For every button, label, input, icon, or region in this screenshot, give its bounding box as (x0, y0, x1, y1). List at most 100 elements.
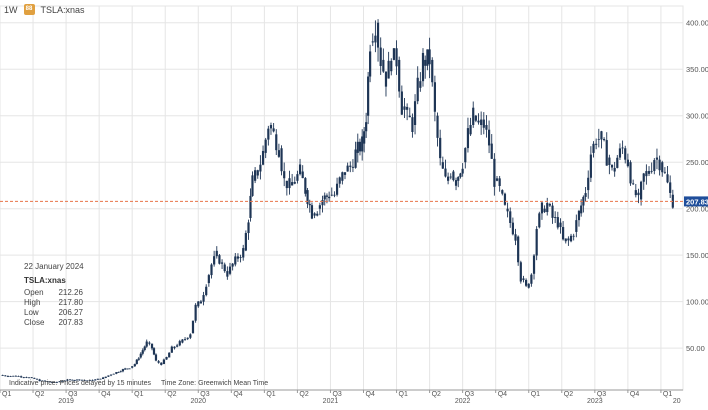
candle-body[interactable] (165, 356, 168, 360)
candle-body[interactable] (298, 164, 302, 175)
candle-body[interactable] (94, 379, 97, 381)
candle-body[interactable] (490, 143, 493, 159)
candle-body[interactable] (1, 375, 4, 376)
candle-body[interactable] (587, 177, 590, 191)
candle-body[interactable] (30, 377, 33, 379)
candle-body[interactable] (562, 227, 565, 240)
candle-body[interactable] (459, 173, 462, 178)
candle-body[interactable] (131, 366, 134, 368)
candle-body[interactable] (530, 274, 533, 284)
candle-body[interactable] (102, 377, 105, 380)
candle-body[interactable] (53, 382, 56, 383)
candle-body[interactable] (205, 286, 208, 296)
candle-body[interactable] (133, 364, 136, 367)
candle-body[interactable] (313, 213, 316, 216)
candle-body[interactable] (637, 192, 640, 196)
candle-body[interactable] (658, 159, 661, 171)
candle-body[interactable] (9, 376, 12, 377)
candle-body[interactable] (540, 202, 544, 214)
candle-body[interactable] (35, 378, 39, 380)
candle-body[interactable] (293, 182, 296, 184)
candle-body[interactable] (38, 379, 41, 382)
symbol-label[interactable]: TSLA:xnas (40, 4, 85, 15)
candle-body[interactable] (645, 171, 648, 177)
candle-body[interactable] (63, 380, 66, 382)
candle-body[interactable] (546, 202, 549, 213)
candle-body[interactable] (406, 106, 409, 110)
candle-body[interactable] (306, 190, 309, 204)
candle-body[interactable] (12, 375, 15, 377)
candle-body[interactable] (580, 205, 583, 214)
candle-body[interactable] (17, 376, 20, 377)
candle-body[interactable] (572, 235, 575, 237)
candle-body[interactable] (71, 379, 74, 381)
candle-body[interactable] (210, 264, 213, 276)
candle-body[interactable] (228, 266, 232, 274)
candle-body[interactable] (474, 115, 477, 121)
candle-body[interactable] (647, 171, 651, 174)
candle-body[interactable] (639, 181, 643, 200)
candle-body[interactable] (145, 341, 148, 347)
candle-body[interactable] (119, 371, 122, 373)
candle-body[interactable] (68, 379, 72, 381)
candle-body[interactable] (487, 129, 491, 146)
candle-body[interactable] (346, 165, 349, 172)
candle-body[interactable] (584, 193, 587, 197)
candle-body[interactable] (390, 60, 393, 72)
candle-body[interactable] (4, 375, 7, 377)
candle-body[interactable] (613, 167, 616, 172)
candle-body[interactable] (275, 134, 278, 151)
candle-body[interactable] (428, 49, 431, 65)
candle-body[interactable] (226, 271, 229, 277)
candle-body[interactable] (143, 346, 146, 351)
candle-body[interactable] (661, 162, 664, 173)
candle-body[interactable] (369, 51, 372, 77)
candle-body[interactable] (80, 379, 84, 381)
candle-body[interactable] (152, 348, 156, 355)
candle-body[interactable] (328, 196, 331, 199)
candle-body[interactable] (148, 342, 151, 344)
candle-body[interactable] (135, 359, 138, 364)
candle-body[interactable] (634, 190, 637, 196)
candle-body[interactable] (33, 377, 36, 379)
candle-body[interactable] (618, 148, 622, 158)
candle-body[interactable] (75, 379, 79, 381)
candle-body[interactable] (379, 47, 382, 67)
candle-body[interactable] (22, 377, 25, 379)
candle-body[interactable] (527, 283, 530, 288)
candle-body[interactable] (384, 71, 388, 87)
candle-body[interactable] (96, 378, 99, 380)
candle-body[interactable] (50, 381, 54, 383)
candle-body[interactable] (288, 178, 291, 189)
candle-body[interactable] (121, 369, 125, 372)
candle-body[interactable] (650, 170, 653, 172)
candle-body[interactable] (600, 131, 603, 140)
candle-body[interactable] (157, 361, 160, 363)
candle-body[interactable] (403, 106, 406, 110)
candle-body[interactable] (115, 372, 118, 374)
candle-body[interactable] (291, 182, 294, 186)
candle-body[interactable] (137, 358, 140, 360)
candle-body[interactable] (128, 368, 131, 370)
candle-body[interactable] (249, 195, 252, 218)
candle-body[interactable] (99, 378, 102, 380)
candle-body[interactable] (351, 166, 355, 168)
candle-body[interactable] (256, 170, 259, 176)
candle-body[interactable] (501, 190, 504, 194)
candle-body[interactable] (629, 162, 632, 184)
candle-body[interactable] (189, 334, 192, 338)
candle-body[interactable] (112, 373, 115, 375)
candle-body[interactable] (181, 339, 184, 343)
candle-body[interactable] (439, 137, 442, 159)
candle-body[interactable] (582, 196, 585, 206)
candle-body[interactable] (464, 148, 467, 163)
candle-body[interactable] (104, 376, 107, 378)
candle-body[interactable] (323, 195, 326, 200)
candle-body[interactable] (58, 381, 61, 383)
candle-body[interactable] (254, 170, 257, 181)
candle-body[interactable] (392, 48, 396, 60)
interval-selector[interactable]: 1W (4, 4, 18, 15)
candle-body[interactable] (41, 380, 44, 382)
candle-body[interactable] (251, 175, 254, 196)
